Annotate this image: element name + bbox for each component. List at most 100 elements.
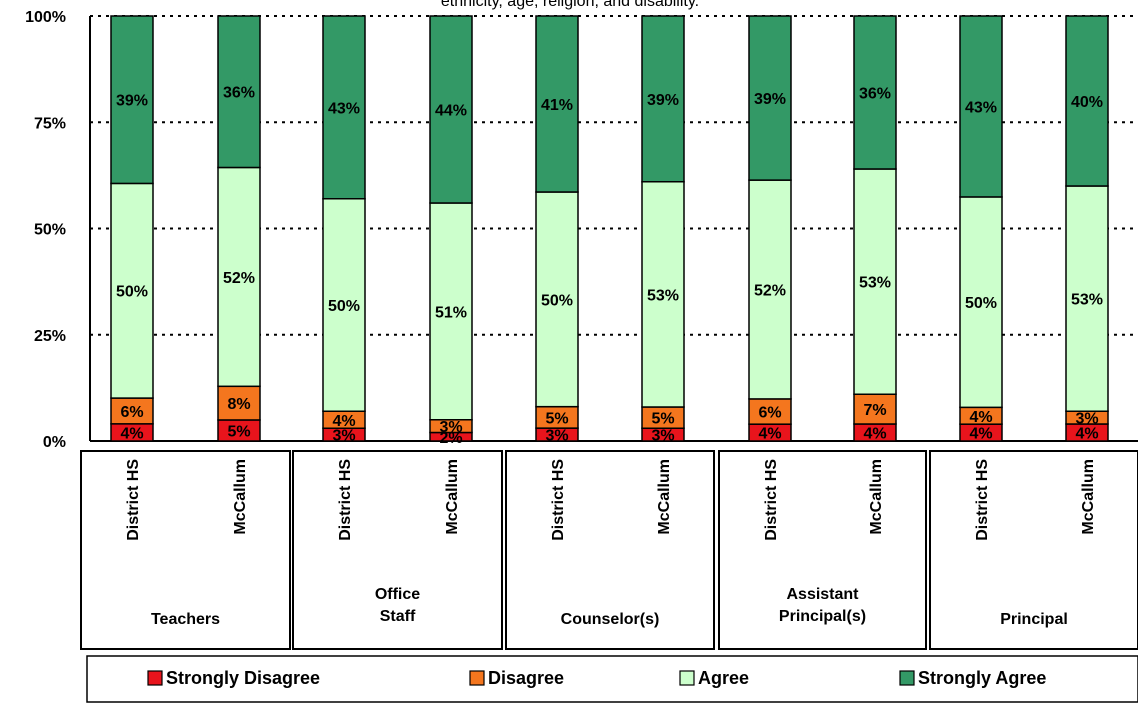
group-box: [718, 450, 927, 650]
bar-segment: [641, 15, 685, 183]
data-label: 4%: [758, 426, 781, 443]
y-tick-label: 75%: [34, 115, 66, 132]
data-label: 41%: [541, 97, 573, 114]
category-label: McCallum: [656, 459, 673, 535]
bar-segment: [959, 15, 1003, 198]
data-label: 53%: [859, 275, 891, 292]
legend-entry: Disagree: [488, 668, 564, 688]
group-label: Office Staff: [375, 586, 420, 625]
group-label: Teachers: [151, 611, 220, 628]
bar-segment: [1065, 185, 1109, 412]
data-label: 4%: [969, 409, 992, 426]
bar-segment: [110, 15, 154, 185]
data-labels: 4%6%50%39%5%8%52%36%3%4%50%43%2%3%51%44%…: [116, 85, 1103, 447]
data-label: 2%: [439, 430, 462, 447]
data-label: 51%: [435, 304, 467, 321]
data-label: 7%: [863, 402, 886, 419]
group-label-line: Teachers: [151, 611, 220, 628]
data-label: 50%: [541, 292, 573, 309]
group-label-line: Counselor(s): [561, 611, 660, 628]
data-label: 43%: [328, 100, 360, 117]
legend-swatch: [679, 670, 695, 686]
data-label: 39%: [754, 91, 786, 108]
data-label: 5%: [227, 423, 250, 440]
group-box: [505, 450, 715, 650]
data-label: 5%: [545, 410, 568, 427]
category-label: McCallum: [444, 459, 461, 535]
bar-segment: [429, 202, 473, 421]
data-label: 4%: [863, 426, 886, 443]
data-label: 39%: [647, 92, 679, 109]
bar-segment: [429, 15, 473, 204]
bar-segment: [748, 398, 792, 425]
bar-segment: [853, 393, 897, 425]
group-box: [292, 450, 503, 650]
bar-segment: [110, 182, 154, 399]
y-axis-ticks: 0% 25% 50% 75% 100%: [25, 9, 66, 451]
data-label: 3%: [332, 428, 355, 445]
group-label: Assistant Principal(s): [779, 586, 866, 625]
data-label: 36%: [223, 85, 255, 102]
bar-segment: [853, 15, 897, 170]
group-box: [80, 450, 291, 650]
legend-swatch: [469, 670, 485, 686]
data-label: 6%: [758, 405, 781, 422]
category-label: McCallum: [1080, 459, 1097, 535]
bar-segment: [748, 179, 792, 400]
category-label: District HS: [550, 459, 567, 541]
data-label: 53%: [1071, 292, 1103, 309]
bar-segment: [853, 168, 897, 395]
data-label: 50%: [965, 295, 997, 312]
group-box: [929, 450, 1138, 650]
data-label: 52%: [223, 270, 255, 287]
legend-entry: Agree: [698, 668, 749, 688]
data-label: 53%: [647, 287, 679, 304]
category-label: District HS: [125, 459, 142, 541]
legend-swatch: [899, 670, 915, 686]
data-label: 8%: [227, 396, 250, 413]
data-label: 39%: [116, 93, 148, 110]
data-label: 3%: [439, 419, 462, 436]
category-label: McCallum: [232, 459, 249, 535]
data-label: 5%: [651, 411, 674, 428]
bar-segment: [535, 15, 579, 193]
bar-segment: [641, 181, 685, 408]
y-tick-label: 25%: [34, 328, 66, 345]
data-label: 44%: [435, 103, 467, 120]
data-label: 6%: [120, 404, 143, 421]
group-label-line: Principal: [1000, 611, 1068, 628]
legend-entry: Strongly Agree: [918, 668, 1046, 688]
category-label: McCallum: [868, 459, 885, 535]
data-label: 4%: [1075, 426, 1098, 443]
group-label: Counselor(s): [561, 611, 660, 628]
bar-segment: [535, 191, 579, 408]
chart-title: ethnicity, age, religion, and disability…: [441, 0, 699, 10]
data-label: 4%: [969, 426, 992, 443]
category-label: District HS: [337, 459, 354, 541]
data-label: 3%: [1075, 411, 1098, 428]
group-label: Principal: [1000, 611, 1068, 628]
y-tick-label: 0%: [43, 434, 66, 451]
y-tick-label: 50%: [34, 222, 66, 239]
category-label: District HS: [763, 459, 780, 541]
bar-segment: [1065, 15, 1109, 187]
data-label: 36%: [859, 86, 891, 103]
group-label-line: Office: [375, 586, 420, 603]
legend-swatch: [147, 670, 163, 686]
data-label: 50%: [116, 284, 148, 301]
y-tick-label: 100%: [25, 9, 66, 26]
data-label: 3%: [651, 428, 674, 445]
category-label: District HS: [974, 459, 991, 541]
legend-entry: Strongly Disagree: [166, 668, 320, 688]
bar-segment: [217, 15, 261, 169]
data-label: 52%: [754, 283, 786, 300]
data-label: 43%: [965, 99, 997, 116]
data-label: 4%: [120, 425, 143, 442]
legend-box: [86, 655, 1138, 703]
group-label-line: Assistant: [786, 586, 859, 603]
legend: Strongly Disagree Disagree Agree Strongly A…: [86, 655, 1138, 703]
bar-segment: [748, 15, 792, 181]
category-axis: District HS McCallum Teachers District HS Mc…: [80, 450, 1138, 650]
data-label: 4%: [332, 413, 355, 430]
